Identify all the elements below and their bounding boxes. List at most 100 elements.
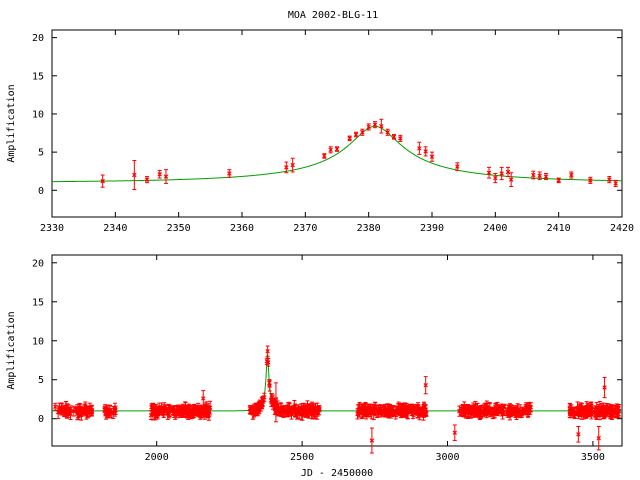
x-axis-label: JD - 2450000	[301, 468, 373, 479]
data-point	[406, 406, 412, 412]
data-point	[265, 348, 270, 354]
y-tick-label: 20	[32, 258, 44, 269]
y-tick-label: 5	[38, 148, 44, 159]
chart-title: MOA 2002-BLG-11	[288, 10, 378, 21]
data-point	[83, 404, 88, 409]
data-point	[132, 172, 137, 178]
data-point	[189, 410, 195, 415]
data-point	[61, 410, 67, 416]
data-point	[163, 406, 168, 411]
model-curve	[52, 353, 622, 412]
data-point	[289, 411, 294, 417]
data-point	[537, 173, 542, 179]
data-point	[260, 401, 265, 407]
data-point	[525, 410, 531, 416]
x-tick-label: 3500	[581, 452, 605, 463]
data-point	[372, 122, 378, 127]
data-point	[423, 149, 428, 154]
x-tick-label: 3000	[435, 452, 459, 463]
data-point	[398, 136, 403, 141]
data-point	[505, 411, 510, 417]
x-tick-label: 2000	[145, 452, 169, 463]
data-point	[423, 382, 428, 388]
top-panel: 2330 2340 2350 2360 2370 2380 2390 2400 2410 2420…	[6, 29, 634, 234]
data-point	[360, 130, 365, 135]
y-tick-label: 15	[32, 297, 44, 308]
data-point	[77, 408, 83, 413]
data-point	[502, 404, 507, 409]
data-point	[355, 411, 360, 417]
plot-frame	[51, 254, 623, 447]
data-point	[493, 175, 498, 181]
data-point	[415, 409, 421, 415]
x-tick-label: 2390	[420, 223, 444, 234]
data-point	[53, 404, 58, 409]
data-point	[602, 385, 607, 390]
data-point	[594, 406, 599, 411]
data-point	[387, 406, 393, 411]
data-point	[569, 406, 574, 411]
data-point	[402, 407, 408, 413]
data-point	[609, 408, 615, 413]
data-point	[150, 406, 156, 411]
data-point	[398, 410, 404, 416]
data-point	[68, 411, 73, 416]
data-point	[176, 406, 181, 411]
data-point	[89, 408, 95, 414]
data-point	[394, 409, 399, 414]
bottom-panel: 2000 2500 3000 3500 0 5 10 15 20 Amplification JD …	[6, 254, 623, 479]
x-tick-label: 2360	[230, 223, 254, 234]
data-point	[307, 406, 313, 412]
model-curve	[52, 125, 623, 183]
data-point	[493, 409, 498, 415]
x-tick-label: 2340	[103, 223, 127, 234]
data-point	[498, 405, 504, 411]
y-tick-label: 10	[32, 336, 44, 347]
data-point	[604, 409, 610, 415]
data-point	[579, 408, 585, 413]
data-point	[469, 408, 474, 414]
data-point	[322, 153, 327, 159]
data-point	[486, 170, 492, 175]
data-point	[159, 409, 165, 414]
data-point	[290, 162, 295, 168]
data-point	[391, 134, 397, 140]
y-tick-label: 0	[38, 186, 44, 197]
x-tick-label: 2380	[357, 223, 381, 234]
data-point	[315, 408, 321, 413]
data-point	[376, 409, 381, 415]
data-point	[366, 408, 371, 413]
data-point	[369, 438, 375, 443]
y-tick-label: 10	[32, 109, 44, 120]
data-point	[508, 177, 514, 182]
data-point	[61, 407, 67, 412]
data-point	[417, 146, 422, 151]
y-axis-label: Amplification	[6, 84, 17, 162]
data-point	[613, 181, 618, 186]
data-point	[379, 123, 384, 129]
data-point	[265, 360, 271, 365]
data-point	[267, 380, 272, 386]
x-tick-label: 2400	[483, 223, 507, 234]
y-tick-label: 15	[32, 71, 44, 82]
y-tick-label: 0	[38, 414, 44, 425]
data-point	[262, 395, 267, 400]
data-point	[163, 174, 169, 179]
data-point	[597, 411, 603, 416]
data-point	[284, 165, 289, 170]
data-point	[569, 172, 574, 178]
data-point	[167, 408, 172, 413]
data-point	[171, 409, 177, 414]
data-point	[185, 406, 191, 412]
data-point	[144, 177, 150, 182]
y-axis-label: Amplification	[6, 311, 17, 389]
data-point	[556, 178, 561, 183]
x-tick-label: 2330	[40, 223, 64, 234]
data-point	[576, 432, 581, 437]
x-tick-label: 2350	[167, 223, 191, 234]
data-point	[251, 406, 257, 412]
data-point	[410, 408, 416, 413]
data-point	[273, 400, 279, 405]
data-point	[585, 407, 590, 412]
